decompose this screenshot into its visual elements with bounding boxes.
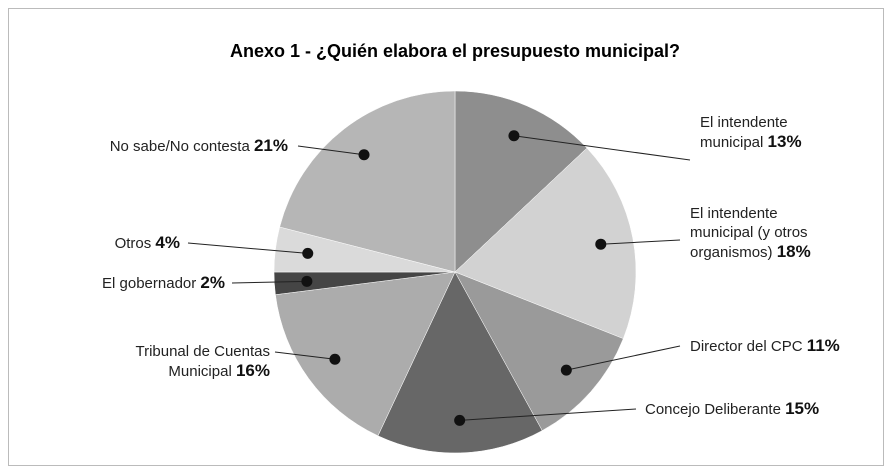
category-label: Otros <box>114 235 152 252</box>
slice-label: El intendente municipal (y otros organis… <box>690 204 840 262</box>
slice-label: El gobernador 2% <box>102 273 225 293</box>
value-label: 21% <box>253 136 288 155</box>
leader-dot <box>454 414 466 426</box>
leader-line <box>187 242 308 254</box>
leader-dot <box>301 275 313 287</box>
leader-dot <box>508 130 520 142</box>
leader-line <box>297 145 365 156</box>
slice-label: No sabe/No contesta 21% <box>110 136 288 156</box>
pie-slice <box>377 271 543 454</box>
category-label: El gobernador <box>102 275 197 292</box>
leader-line <box>513 135 691 161</box>
value-label: 18% <box>776 242 811 261</box>
slice-label: Otros 4% <box>115 233 180 253</box>
leader-dot <box>358 149 370 161</box>
category-label: Director del CPC <box>690 338 803 355</box>
category-label: No sabe/No contesta <box>109 138 250 155</box>
slice-label: El intendente municipal 13% <box>700 113 825 152</box>
category-label: El intendente municipal <box>700 114 788 151</box>
value-label: 4% <box>155 233 180 252</box>
leader-dot <box>560 364 572 376</box>
leader-dot <box>595 238 607 250</box>
category-label: El intendente municipal (y otros organis… <box>690 205 808 261</box>
pie-slice <box>454 90 588 273</box>
value-label: 16% <box>235 361 270 380</box>
pie-slice <box>279 90 456 273</box>
leader-line <box>231 280 307 284</box>
value-label: 2% <box>200 273 225 292</box>
leader-dot <box>302 247 314 259</box>
value-label: 11% <box>806 336 840 355</box>
value-label: 13% <box>767 132 802 151</box>
leader-line <box>600 239 681 245</box>
pie-slice <box>454 147 637 339</box>
pie-slice <box>454 271 624 431</box>
value-label: 15% <box>785 399 820 418</box>
slice-label: Director del CPC 11% <box>690 336 840 356</box>
pie-slice <box>275 271 456 437</box>
category-label: Tribunal de Cuentas Municipal <box>135 343 270 380</box>
leader-line <box>459 408 637 421</box>
category-label: Concejo Deliberante <box>645 401 781 418</box>
slice-label: Concejo Deliberante 15% <box>645 399 819 419</box>
leader-line <box>274 351 335 360</box>
leader-line <box>566 345 681 371</box>
slice-label: Tribunal de Cuentas Municipal 16% <box>115 342 270 381</box>
chart-title: Anexo 1 - ¿Quién elabora el presupuesto … <box>230 41 680 61</box>
leader-dot <box>329 353 341 365</box>
